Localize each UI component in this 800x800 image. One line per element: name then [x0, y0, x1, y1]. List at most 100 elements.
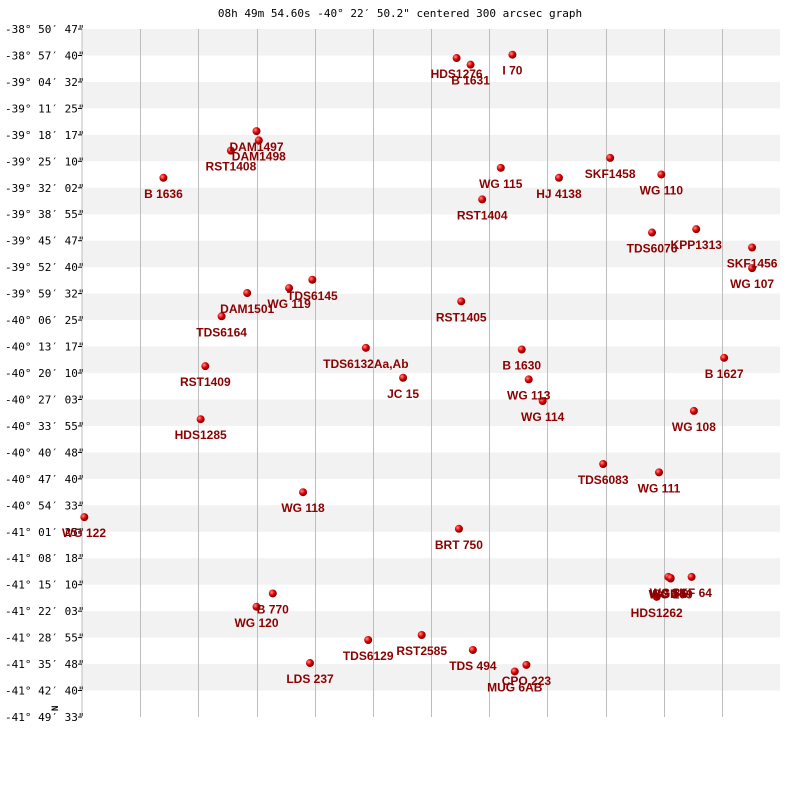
star-label: RST1405 [436, 310, 487, 324]
star-label: B 1630 [502, 358, 541, 372]
star-marker[interactable] [80, 513, 89, 522]
y-tick-label: -39° 52′ 40" [5, 261, 84, 274]
star-marker[interactable] [692, 225, 701, 234]
star-marker[interactable] [252, 127, 261, 136]
y-tick-label: -39° 32′ 02" [5, 182, 84, 195]
star-label: SKF1456 [727, 256, 778, 270]
star-label: WG 108 [672, 420, 716, 434]
star-label: JC 15 [387, 387, 419, 401]
star-label: BRT 750 [435, 538, 483, 552]
star-marker[interactable] [252, 602, 261, 611]
star-marker[interactable] [748, 243, 757, 252]
star-label: B 1627 [705, 367, 744, 381]
star-marker[interactable] [655, 468, 664, 477]
star-label: I 70 [502, 64, 522, 78]
star-label: TDS6076 [627, 242, 678, 256]
star-marker[interactable] [657, 170, 666, 179]
star-marker[interactable] [687, 572, 696, 581]
star-label: WG 115 [479, 177, 523, 191]
star-marker[interactable] [254, 136, 263, 145]
star-marker[interactable] [538, 396, 547, 405]
star-marker[interactable] [508, 50, 517, 59]
star-label: HDS1262 [631, 606, 683, 620]
star-marker[interactable] [652, 592, 661, 601]
north-marker: N [51, 706, 61, 711]
y-tick-label: -39° 04′ 32" [5, 76, 84, 89]
star-marker[interactable] [510, 667, 519, 676]
star-label: WG 81 [650, 586, 688, 600]
star-marker[interactable] [361, 343, 370, 352]
y-tick-label: -40° 06′ 25" [5, 314, 84, 327]
star-marker[interactable] [452, 54, 461, 63]
star-label: TDS6129 [343, 649, 394, 663]
y-tick-label: -40° 20′ 10" [5, 367, 84, 380]
star-marker[interactable] [606, 153, 615, 162]
star-label: WG 107 [730, 277, 774, 291]
star-marker[interactable] [243, 289, 252, 298]
star-marker[interactable] [599, 460, 608, 469]
star-marker[interactable] [308, 275, 317, 284]
star-label: CPO 223 [502, 674, 552, 688]
star-marker[interactable] [554, 173, 563, 182]
star-marker[interactable] [468, 645, 477, 654]
star-marker[interactable] [648, 228, 657, 237]
star-label: WG 122 [62, 526, 106, 540]
plot-gridlines [81, 29, 723, 717]
y-tick-label: -40° 27′ 03" [5, 393, 84, 406]
star-marker[interactable] [417, 631, 426, 640]
star-label: B 1636 [144, 187, 183, 201]
star-label: DAM1501 [220, 302, 274, 316]
y-tick-label: -39° 45′ 47" [5, 235, 84, 248]
star-marker[interactable] [454, 524, 463, 533]
star-marker[interactable] [689, 406, 698, 415]
y-tick-label: -39° 59′ 32" [5, 288, 84, 301]
y-axis-ticks: -38° 50′ 47" -38° 57′ 40" -39° 04′ 32" -39°… [5, 23, 84, 724]
star-marker[interactable] [522, 660, 531, 669]
star-marker[interactable] [478, 195, 487, 204]
star-label: WG 111 [638, 481, 681, 495]
star-marker[interactable] [285, 284, 294, 293]
star-label: HDS1285 [175, 428, 227, 442]
star-label: WG 119 [267, 297, 311, 311]
star-label: WG 118 [281, 501, 325, 515]
star-marker[interactable] [299, 488, 308, 497]
star-label: RST2585 [396, 644, 447, 658]
star-marker[interactable] [268, 589, 277, 598]
star-label: SKF 64 [671, 586, 712, 600]
star-marker[interactable] [496, 163, 505, 172]
star-marker[interactable] [457, 297, 466, 306]
star-marker[interactable] [666, 573, 675, 582]
star-marker[interactable] [159, 173, 168, 182]
star-marker[interactable] [226, 146, 235, 155]
y-tick-label: -40° 33′ 55" [5, 420, 84, 433]
star-marker[interactable] [524, 375, 533, 384]
star-marker[interactable] [364, 635, 373, 644]
y-tick-label: -40° 13′ 17" [5, 341, 84, 354]
star-marker[interactable] [201, 362, 210, 371]
star-label: WG 110 [640, 183, 684, 197]
star-marker[interactable] [720, 353, 729, 362]
y-tick-label: -41° 15′ 10" [5, 579, 84, 592]
star-label: SKF1458 [585, 167, 636, 181]
star-marker[interactable] [748, 264, 757, 273]
star-label: RST1409 [180, 375, 231, 389]
star-marker[interactable] [306, 659, 315, 668]
y-tick-label: -39° 11′ 25" [5, 102, 84, 115]
star-label: WG 113 [507, 388, 551, 402]
star-marker[interactable] [399, 373, 408, 382]
y-tick-label: -41° 22′ 03" [5, 605, 84, 618]
star-label: TDS6083 [578, 473, 629, 487]
star-label: B 1631 [451, 74, 490, 88]
star-marker[interactable] [466, 60, 475, 69]
y-tick-label: -41° 01′ 25" [5, 526, 84, 539]
star-markers [80, 50, 757, 676]
y-tick-label: -38° 57′ 40" [5, 49, 84, 62]
star-marker[interactable] [196, 415, 205, 424]
star-marker[interactable] [217, 312, 226, 321]
star-label: LDS 237 [286, 672, 334, 686]
star-label: BSE 6 [653, 587, 688, 601]
star-label: DAM1498 [232, 149, 286, 163]
star-marker[interactable] [517, 345, 526, 354]
y-tick-label: -39° 18′ 17" [5, 129, 84, 142]
